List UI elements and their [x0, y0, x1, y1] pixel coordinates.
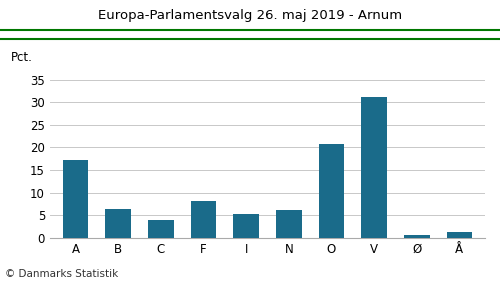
Text: Europa-Parlamentsvalg 26. maj 2019 - Arnum: Europa-Parlamentsvalg 26. maj 2019 - Arn… — [98, 9, 402, 22]
Bar — [446, 232, 472, 238]
Bar — [318, 144, 344, 238]
Bar — [404, 235, 429, 238]
Bar — [148, 220, 174, 238]
Bar — [62, 160, 88, 238]
Bar — [234, 214, 259, 238]
Text: Pct.: Pct. — [10, 51, 32, 64]
Bar — [276, 210, 301, 238]
Bar — [106, 209, 131, 238]
Bar — [190, 201, 216, 238]
Bar — [362, 97, 387, 238]
Text: © Danmarks Statistik: © Danmarks Statistik — [5, 269, 118, 279]
